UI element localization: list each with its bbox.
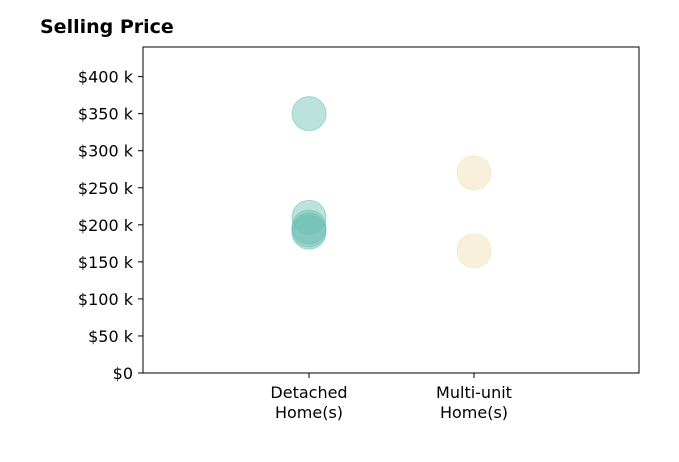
scatter-point bbox=[456, 155, 492, 191]
x-tick-label: Multi-unit Home(s) bbox=[436, 383, 512, 422]
scatter-point bbox=[291, 214, 327, 250]
y-tick-label: $400 k bbox=[78, 68, 134, 87]
scatter-point bbox=[291, 199, 327, 235]
y-tick-label: $300 k bbox=[78, 142, 134, 161]
plot-area-frame bbox=[142, 46, 640, 374]
scatter-point bbox=[291, 96, 327, 132]
y-tick-label: $150 k bbox=[78, 253, 134, 272]
y-axis: $0 $50 k $100 k $150 k $200 k $250 k $300 k $35… bbox=[78, 68, 143, 383]
y-tick-label: $50 k bbox=[88, 327, 134, 346]
scatter-point bbox=[456, 233, 492, 269]
y-tick-label: $0 bbox=[113, 364, 133, 383]
x-tick-label: Detached Home(s) bbox=[270, 383, 347, 422]
x-axis: Detached Home(s) Multi-unit Home(s) bbox=[270, 373, 512, 422]
y-tick-label: $100 k bbox=[78, 290, 134, 309]
y-tick-label: $250 k bbox=[78, 179, 134, 198]
y-tick-label: $350 k bbox=[78, 105, 134, 124]
data-points bbox=[291, 96, 492, 269]
chart-title: Selling Price bbox=[40, 16, 174, 38]
y-tick-label: $200 k bbox=[78, 216, 134, 235]
